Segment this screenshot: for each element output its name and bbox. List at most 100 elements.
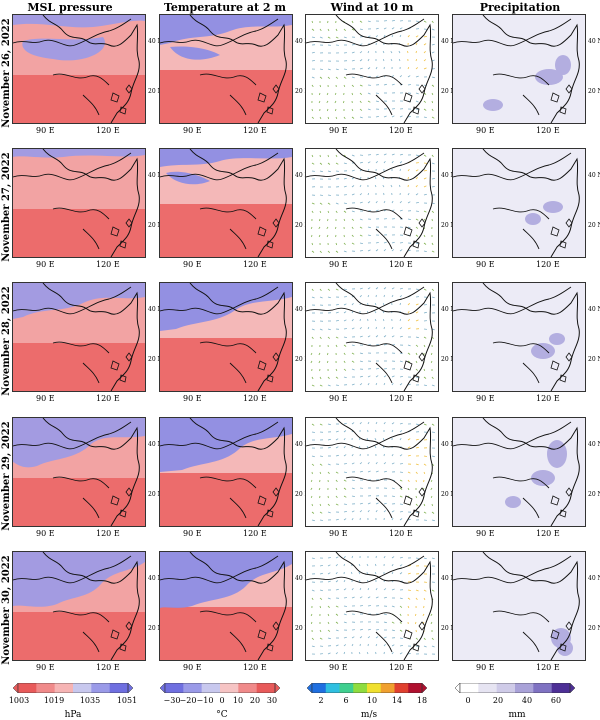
lat-label-40n: 40 N — [441, 575, 456, 582]
map-panel-precipitation-nov-26 — [452, 14, 586, 124]
column-title-temperature: Temperature at 2 m — [163, 1, 287, 14]
lat-label-20n: 20 N — [148, 625, 163, 632]
pressure-tick-1003: 1003 — [8, 696, 30, 705]
lon-label-90e: 90 E — [36, 394, 55, 403]
lon-label-90e: 90 E — [183, 126, 202, 135]
lon-label-120e: 120 E — [243, 394, 267, 403]
lon-label-90e: 90 E — [329, 663, 348, 672]
lon-label-120e: 120 E — [536, 260, 560, 269]
lat-label-40n: 40 N — [148, 441, 163, 448]
lon-label-90e: 90 E — [36, 663, 55, 672]
lat-label-40n: 40 N — [588, 575, 600, 582]
lon-label-120e: 120 E — [243, 126, 267, 135]
lon-label-90e: 90 E — [476, 394, 495, 403]
map-panel-precipitation-nov-29 — [452, 417, 586, 527]
column-title-wind: Wind at 10 m — [330, 1, 414, 14]
map-panel-precipitation-nov-27 — [452, 148, 586, 258]
lat-label-40n: 40 N — [148, 306, 163, 313]
colorbar-precipitation — [455, 683, 575, 693]
map-panel-wind-nov-29 — [305, 417, 439, 527]
precip-tick-0: 0 — [465, 696, 471, 705]
lat-label-20n: 20 N — [148, 88, 163, 95]
map-panel-pressure-nov-28 — [12, 282, 146, 392]
lat-label-20n: 20 N — [441, 625, 456, 632]
temperature-unit: °C — [216, 710, 228, 720]
temperature-tick-30: 30 — [266, 696, 278, 705]
lat-label-40n: 40 N — [148, 575, 163, 582]
lat-label-40n: 40 N — [295, 441, 310, 448]
lon-label-90e: 90 E — [476, 529, 495, 538]
lon-label-90e: 90 E — [329, 529, 348, 538]
lat-label-20n: 20 N — [148, 222, 163, 229]
lon-label-120e: 120 E — [96, 529, 120, 538]
lat-label-40n: 40 N — [295, 38, 310, 45]
lon-label-90e: 90 E — [36, 529, 55, 538]
wind-tick-10: 10 — [366, 696, 378, 705]
lat-label-20n: 20 N — [295, 222, 310, 229]
lat-label-20n: 20 N — [295, 491, 310, 498]
pressure-tick-1051: 1051 — [116, 696, 138, 705]
wind-tick-18: 18 — [416, 696, 428, 705]
temperature-tick-0: 0 — [219, 696, 225, 705]
precip-tick-60: 60 — [550, 696, 562, 705]
lat-label-20n: 20 N — [295, 356, 310, 363]
lat-label-20n: 20 N — [295, 88, 310, 95]
map-panel-temperature-nov-27 — [159, 148, 293, 258]
map-panel-temperature-nov-30 — [159, 551, 293, 661]
lon-label-120e: 120 E — [96, 126, 120, 135]
map-panel-temperature-nov-28 — [159, 282, 293, 392]
lon-label-120e: 120 E — [96, 394, 120, 403]
lon-label-120e: 120 E — [96, 663, 120, 672]
lat-label-20n: 20 N — [148, 356, 163, 363]
lat-label-40n: 40 N — [441, 38, 456, 45]
wind-tick-2: 2 — [318, 696, 324, 705]
lat-label-20n: 20 N — [441, 222, 456, 229]
map-panel-temperature-nov-29 — [159, 417, 293, 527]
lon-label-90e: 90 E — [329, 260, 348, 269]
colorbar-pressure — [13, 683, 133, 693]
map-panel-wind-nov-28 — [305, 282, 439, 392]
colorbar-wind — [307, 683, 427, 693]
map-panel-precipitation-nov-30 — [452, 551, 586, 661]
lon-label-120e: 120 E — [243, 529, 267, 538]
lon-label-120e: 120 E — [389, 529, 413, 538]
lat-label-40n: 40 N — [295, 306, 310, 313]
lon-label-90e: 90 E — [476, 663, 495, 672]
wind-tick-6: 6 — [343, 696, 349, 705]
wind-tick-14: 14 — [391, 696, 403, 705]
lat-label-40n: 40 N — [441, 172, 456, 179]
lat-label-40n: 40 N — [441, 441, 456, 448]
lat-label-20n: 20 N — [588, 491, 600, 498]
lon-label-120e: 120 E — [536, 663, 560, 672]
column-title-msl-pressure: MSL pressure — [27, 1, 113, 14]
map-panel-pressure-nov-30 — [12, 551, 146, 661]
lat-label-40n: 40 N — [588, 172, 600, 179]
lon-label-90e: 90 E — [476, 126, 495, 135]
lat-label-20n: 20 N — [588, 88, 600, 95]
lat-label-20n: 20 N — [148, 491, 163, 498]
lon-label-120e: 120 E — [243, 663, 267, 672]
lat-label-40n: 40 N — [148, 172, 163, 179]
lon-label-120e: 120 E — [243, 260, 267, 269]
pressure-tick-1035: 1035 — [79, 696, 101, 705]
lat-label-20n: 20 N — [588, 625, 600, 632]
lon-label-120e: 120 E — [536, 126, 560, 135]
lon-label-90e: 90 E — [183, 260, 202, 269]
precip-tick-20: 20 — [492, 696, 504, 705]
map-panel-pressure-nov-27 — [12, 148, 146, 258]
map-panel-pressure-nov-26 — [12, 14, 146, 124]
lat-label-20n: 20 N — [441, 88, 456, 95]
lon-label-90e: 90 E — [329, 394, 348, 403]
lat-label-20n: 20 N — [441, 356, 456, 363]
map-panel-wind-nov-26 — [305, 14, 439, 124]
lon-label-120e: 120 E — [389, 126, 413, 135]
lon-label-120e: 120 E — [96, 260, 120, 269]
pressure-unit: hPa — [64, 710, 82, 720]
lon-label-120e: 120 E — [389, 663, 413, 672]
lon-label-120e: 120 E — [536, 529, 560, 538]
map-panel-wind-nov-27 — [305, 148, 439, 258]
lat-label-40n: 40 N — [588, 38, 600, 45]
lat-label-20n: 20 N — [295, 625, 310, 632]
lat-label-40n: 40 N — [295, 575, 310, 582]
temperature-tick-minus20: −20 — [179, 696, 197, 705]
